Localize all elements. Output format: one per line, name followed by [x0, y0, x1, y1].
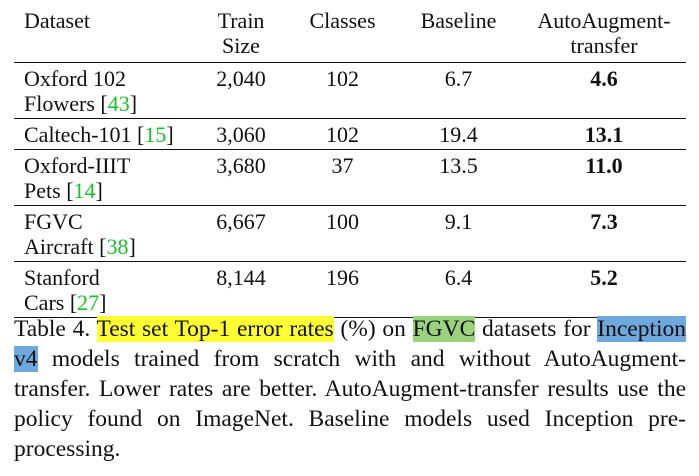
- dataset-name-line1: Stanford: [24, 265, 100, 290]
- autoaugment-cell: 11.0: [522, 149, 686, 206]
- autoaugment-cell: 5.2: [522, 261, 686, 318]
- dataset-name-line2: Pets [14]: [24, 178, 103, 203]
- classes-cell: 100: [290, 205, 395, 262]
- header-autoaugment-line1: AutoAugment-: [537, 8, 671, 33]
- citation-link[interactable]: 27: [77, 290, 100, 315]
- caption-text-4: models trained from scratch with and wit…: [14, 346, 686, 462]
- citation-link[interactable]: 38: [106, 234, 129, 259]
- dataset-name-text: Cars: [24, 290, 70, 315]
- train-size-cell: 2,040: [192, 62, 290, 119]
- table-row: Oxford 102 Flowers [43] 2,040 102 6.7 4.…: [14, 62, 686, 119]
- baseline-cell: 19.4: [395, 118, 522, 150]
- dataset-name-text: Flowers: [24, 91, 101, 116]
- dataset-name-line1: Caltech-101 [15]: [24, 122, 174, 147]
- header-train-size-line2: Size: [222, 33, 260, 58]
- citation-link[interactable]: 15: [144, 122, 167, 147]
- citation-link[interactable]: 14: [73, 178, 96, 203]
- autoaugment-cell: 7.3: [522, 205, 686, 262]
- dataset-name-line2: Cars [27]: [24, 290, 107, 315]
- dataset-cell: Stanford Cars [27]: [14, 261, 192, 318]
- dataset-name-line1: FGVC: [24, 209, 83, 234]
- dataset-cell: Caltech-101 [15]: [14, 118, 192, 150]
- caption-highlight-green: FGVC: [412, 316, 476, 342]
- header-autoaugment-line2: transfer: [570, 33, 638, 58]
- dataset-name-text: Aircraft: [24, 234, 100, 259]
- table-row: FGVC Aircraft [38] 6,667 100 9.1 7.3: [14, 205, 686, 262]
- caption-text-2: (%) on: [333, 316, 413, 342]
- train-size-cell: 8,144: [192, 261, 290, 318]
- dataset-name-line2: Flowers [43]: [24, 91, 138, 116]
- classes-cell: 102: [290, 62, 395, 119]
- dataset-name-text: Pets: [24, 178, 67, 203]
- header-classes: Classes: [290, 0, 395, 63]
- citation-link[interactable]: 43: [107, 91, 130, 116]
- train-size-cell: 3,060: [192, 118, 290, 150]
- header-train-size-line1: Train: [217, 8, 265, 33]
- header-baseline: Baseline: [395, 0, 522, 63]
- train-size-cell: 6,667: [192, 205, 290, 262]
- caption-prefix: Table 4.: [14, 316, 97, 342]
- baseline-cell: 6.7: [395, 62, 522, 119]
- dataset-name-line2: Aircraft [38]: [24, 234, 136, 259]
- classes-cell: 102: [290, 118, 395, 150]
- autoaugment-cell: 4.6: [522, 62, 686, 119]
- train-size-cell: 3,680: [192, 149, 290, 206]
- baseline-cell: 13.5: [395, 149, 522, 206]
- table-row: Caltech-101 [15] 3,060 102 19.4 13.1: [14, 118, 686, 150]
- table-caption: Table 4. Test set Top-1 error rates (%) …: [14, 314, 687, 464]
- dataset-name-line1: Oxford-IIIT: [24, 153, 131, 178]
- table-header-row: Dataset Train Size Classes Baseline Auto…: [14, 0, 686, 63]
- results-table: Dataset Train Size Classes Baseline Auto…: [14, 0, 686, 318]
- caption-text-3: datasets for: [475, 316, 598, 342]
- table-row: Stanford Cars [27] 8,144 196 6.4 5.2: [14, 261, 686, 318]
- table-row: Oxford-IIIT Pets [14] 3,680 37 13.5 11.0: [14, 149, 686, 206]
- baseline-cell: 9.1: [395, 205, 522, 262]
- caption-highlight-yellow: Test set Top-1 error rates: [96, 316, 334, 342]
- dataset-cell: Oxford-IIIT Pets [14]: [14, 149, 192, 206]
- header-train-size: Train Size: [192, 0, 290, 63]
- dataset-cell: FGVC Aircraft [38]: [14, 205, 192, 262]
- dataset-name-line1: Oxford 102: [24, 66, 127, 91]
- autoaugment-cell: 13.1: [522, 118, 686, 150]
- classes-cell: 37: [290, 149, 395, 206]
- header-dataset: Dataset: [14, 0, 192, 63]
- baseline-cell: 6.4: [395, 261, 522, 318]
- header-autoaugment: AutoAugment- transfer: [522, 0, 686, 63]
- dataset-cell: Oxford 102 Flowers [43]: [14, 62, 192, 119]
- dataset-name-text: Caltech-101: [24, 122, 138, 147]
- results-table-container: Dataset Train Size Classes Baseline Auto…: [14, 0, 686, 318]
- classes-cell: 196: [290, 261, 395, 318]
